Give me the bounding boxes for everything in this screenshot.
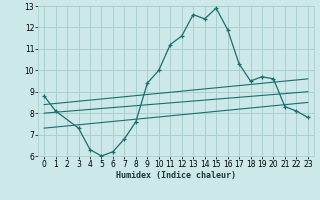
X-axis label: Humidex (Indice chaleur): Humidex (Indice chaleur)	[116, 171, 236, 180]
